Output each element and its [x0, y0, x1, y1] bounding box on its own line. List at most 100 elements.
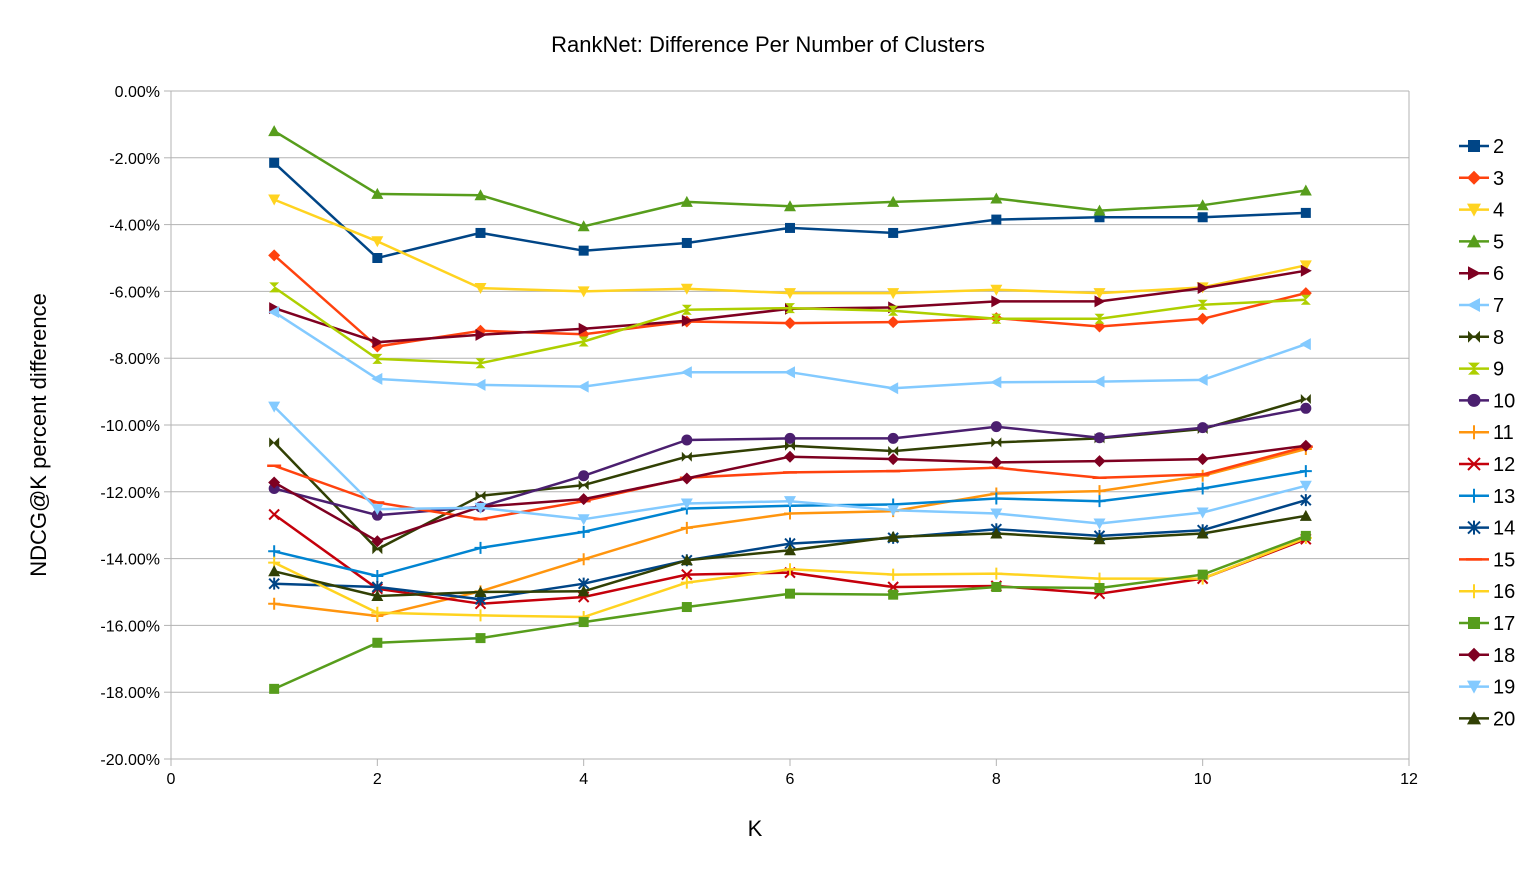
- y-axis-title: NDCG@K percent difference: [26, 293, 51, 577]
- data-point: [887, 316, 900, 329]
- series-line: [273, 254, 1307, 348]
- legend-marker: [1468, 140, 1480, 152]
- data-point: [680, 472, 693, 485]
- data-point: [784, 288, 796, 300]
- data-point: [372, 253, 383, 263]
- data-point: [268, 577, 280, 590]
- legend-item: 12: [1459, 454, 1515, 476]
- data-point: [578, 470, 590, 482]
- y-tick-label: -8.00%: [109, 351, 160, 368]
- x-tick-label: 4: [579, 771, 588, 788]
- legend-label: 15: [1493, 549, 1515, 571]
- legend-marker: [1468, 617, 1480, 629]
- axes: 0.00% -2.00% -4.00% -6.00% -8.00% -10.00% -12.…: [100, 84, 1418, 788]
- data-point: [1299, 184, 1312, 196]
- data-point: [475, 358, 486, 369]
- data-point: [372, 637, 383, 648]
- legend-item: 8: [1459, 327, 1504, 349]
- series-5: [268, 125, 1312, 232]
- series-line: [273, 397, 1307, 551]
- legend-item: 16: [1459, 581, 1515, 603]
- data-point: [784, 544, 796, 556]
- x-tick-label: 10: [1194, 771, 1212, 788]
- data-point: [1094, 582, 1105, 593]
- data-point: [577, 493, 590, 506]
- data-point: [784, 200, 796, 212]
- data-point: [1299, 338, 1311, 351]
- data-point: [268, 306, 280, 319]
- data-point: [784, 563, 796, 576]
- legend-marker: [1468, 362, 1480, 375]
- legend-item: 5: [1459, 231, 1504, 253]
- legend-label: 18: [1493, 645, 1515, 667]
- data-point: [268, 482, 280, 494]
- data-point: [1093, 495, 1106, 508]
- data-point: [785, 303, 795, 314]
- data-point: [371, 372, 383, 385]
- data-point: [888, 589, 899, 600]
- data-point: [1196, 507, 1209, 519]
- data-point: [475, 227, 486, 238]
- data-point: [269, 683, 280, 694]
- data-point: [474, 378, 486, 391]
- legend-label: 9: [1493, 359, 1504, 381]
- y-tick-label: -14.00%: [100, 552, 160, 569]
- legend-label: 17: [1493, 613, 1515, 635]
- data-point: [1093, 204, 1106, 216]
- data-point: [1093, 485, 1106, 498]
- legend-marker: [1467, 488, 1481, 503]
- y-tick-label: -10.00%: [100, 418, 160, 435]
- data-point: [474, 586, 487, 597]
- series-7: [268, 306, 1311, 395]
- legend-item: 9: [1459, 359, 1504, 381]
- legend-item: 13: [1459, 486, 1515, 508]
- data-point: [474, 609, 487, 622]
- data-point: [371, 569, 384, 582]
- data-point: [1094, 432, 1105, 444]
- data-point: [681, 434, 693, 446]
- data-point: [1197, 299, 1208, 310]
- data-point: [475, 490, 486, 501]
- legend-item: 18: [1459, 645, 1515, 667]
- legend-marker: [1467, 203, 1481, 217]
- data-point: [681, 304, 692, 315]
- x-tick-label: 6: [786, 771, 795, 788]
- data-point: [681, 314, 693, 327]
- data-point: [887, 453, 900, 466]
- legend-item: 4: [1459, 200, 1504, 222]
- data-point: [680, 498, 693, 510]
- data-point: [680, 195, 693, 207]
- y-tick-label: -12.00%: [100, 485, 160, 502]
- data-point: [1093, 572, 1106, 585]
- legend-label: 14: [1493, 518, 1515, 540]
- data-point: [371, 236, 384, 248]
- legend-label: 7: [1493, 295, 1504, 317]
- data-point: [1299, 509, 1312, 521]
- data-point: [680, 554, 693, 566]
- legend-item: 11: [1459, 422, 1514, 444]
- y-tick-label: -16.00%: [100, 618, 160, 635]
- data-point: [269, 157, 280, 168]
- data-point: [1093, 533, 1106, 545]
- data-point: [785, 588, 795, 599]
- data-point: [1197, 569, 1208, 580]
- legend-label: 13: [1493, 486, 1515, 508]
- data-point: [1300, 402, 1312, 414]
- data-point: [1196, 453, 1209, 466]
- data-point: [474, 189, 487, 201]
- series-9: [269, 282, 1311, 369]
- data-point: [990, 421, 1002, 433]
- data-point: [1300, 207, 1311, 218]
- data-point: [990, 527, 1003, 539]
- data-point: [887, 432, 899, 444]
- data-point: [268, 508, 280, 521]
- data-point: [371, 606, 384, 619]
- x-tick-label: 2: [373, 771, 382, 788]
- legend-label: 11: [1493, 422, 1514, 444]
- legend-label: 10: [1493, 390, 1515, 412]
- data-point: [372, 336, 384, 349]
- legend-item: 2: [1459, 136, 1504, 158]
- data-point: [887, 195, 900, 207]
- data-point: [680, 521, 693, 534]
- data-point: [784, 496, 796, 508]
